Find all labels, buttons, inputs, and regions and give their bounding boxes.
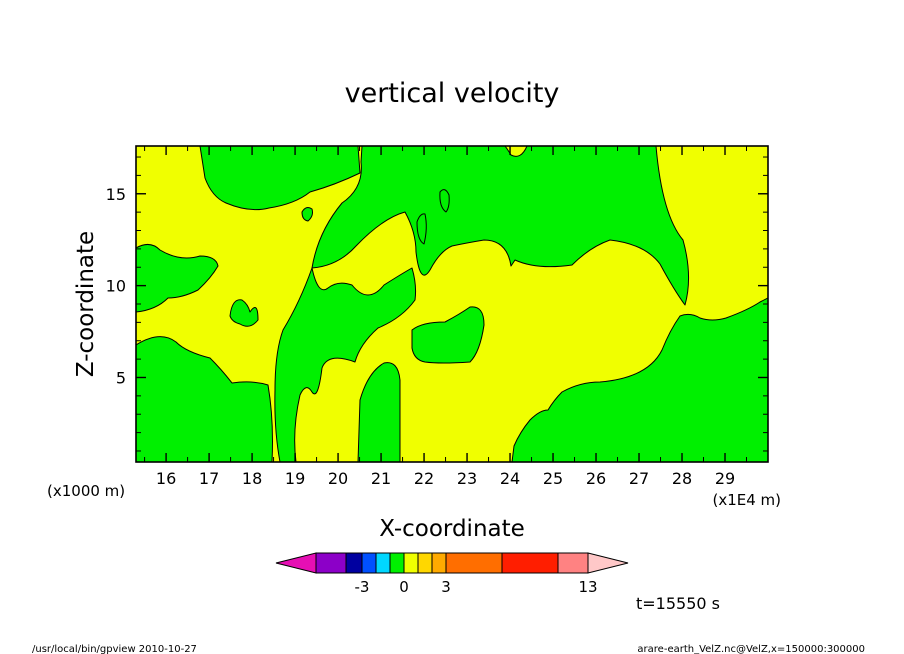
x-tick-label: 28 <box>672 469 692 488</box>
contour-region-top <box>199 146 361 211</box>
x-unit-right: (x1E4 m) <box>712 491 781 509</box>
colorbar-end-low <box>275 552 317 574</box>
contour-region-left <box>136 244 219 313</box>
colorbar-segment <box>345 552 363 574</box>
x-tick-label: 25 <box>543 469 563 488</box>
x-unit-left: (x1000 m) <box>47 482 125 500</box>
chart-title: vertical velocity <box>345 78 560 109</box>
x-tick-label: 22 <box>414 469 434 488</box>
colorbar-segment <box>445 552 503 574</box>
x-tick-label: 27 <box>629 469 649 488</box>
contour-island-2 <box>301 207 313 222</box>
x-tick-label: 16 <box>156 469 176 488</box>
colorbar-segment <box>417 552 433 574</box>
contour-region-diagonal <box>274 267 417 462</box>
footer-right: arare-earth_VelZ.nc@VelZ,x=150000:300000 <box>637 644 865 654</box>
time-label: t=15550 s <box>636 594 720 613</box>
contour-region-bottom-centre <box>357 362 401 462</box>
colorbar-segment <box>403 552 419 574</box>
x-tick-label: 20 <box>328 469 348 488</box>
y-axis-label: Z-coordinate <box>73 231 99 377</box>
contour-island-5 <box>411 306 485 364</box>
colorbar-segment <box>501 552 559 574</box>
x-tick-label: 24 <box>500 469 520 488</box>
colorbar: -3 0 3 13 <box>275 552 629 596</box>
x-axis-label: X-coordinate <box>379 516 525 542</box>
x-tick-label: 19 <box>285 469 305 488</box>
y-tick-label: 15 <box>106 185 126 204</box>
contour-island-4 <box>439 189 450 213</box>
x-tick-label: 18 <box>242 469 262 488</box>
footer-left: /usr/local/bin/gpview 2010-10-27 <box>32 644 197 654</box>
colorbar-segment <box>389 552 405 574</box>
colorbar-segment <box>375 552 391 574</box>
x-tick-label: 29 <box>715 469 735 488</box>
contour-region-lower-left <box>136 336 273 462</box>
colorbar-segment <box>431 552 447 574</box>
colorbar-segment <box>361 552 377 574</box>
contour-region-top-right <box>311 146 690 306</box>
contour-region-bottom-right <box>511 297 768 462</box>
colorbar-segment <box>557 552 589 574</box>
colorbar-tick-label: 13 <box>578 578 597 596</box>
x-tick-label: 26 <box>586 469 606 488</box>
x-tick-label: 23 <box>457 469 477 488</box>
colorbar-tick-label: -3 <box>355 578 370 596</box>
y-tick-label: 10 <box>106 277 126 296</box>
contour-island-1 <box>229 299 259 327</box>
plot-area <box>135 145 769 463</box>
x-tick-label: 21 <box>371 469 391 488</box>
colorbar-end-high <box>587 552 629 574</box>
colorbar-tick-label: 3 <box>441 578 451 596</box>
colorbar-segment <box>315 552 347 574</box>
contour-island-3 <box>416 213 427 245</box>
x-tick-label: 17 <box>199 469 219 488</box>
colorbar-tick-label: 0 <box>399 578 409 596</box>
y-tick-label: 5 <box>116 368 126 387</box>
